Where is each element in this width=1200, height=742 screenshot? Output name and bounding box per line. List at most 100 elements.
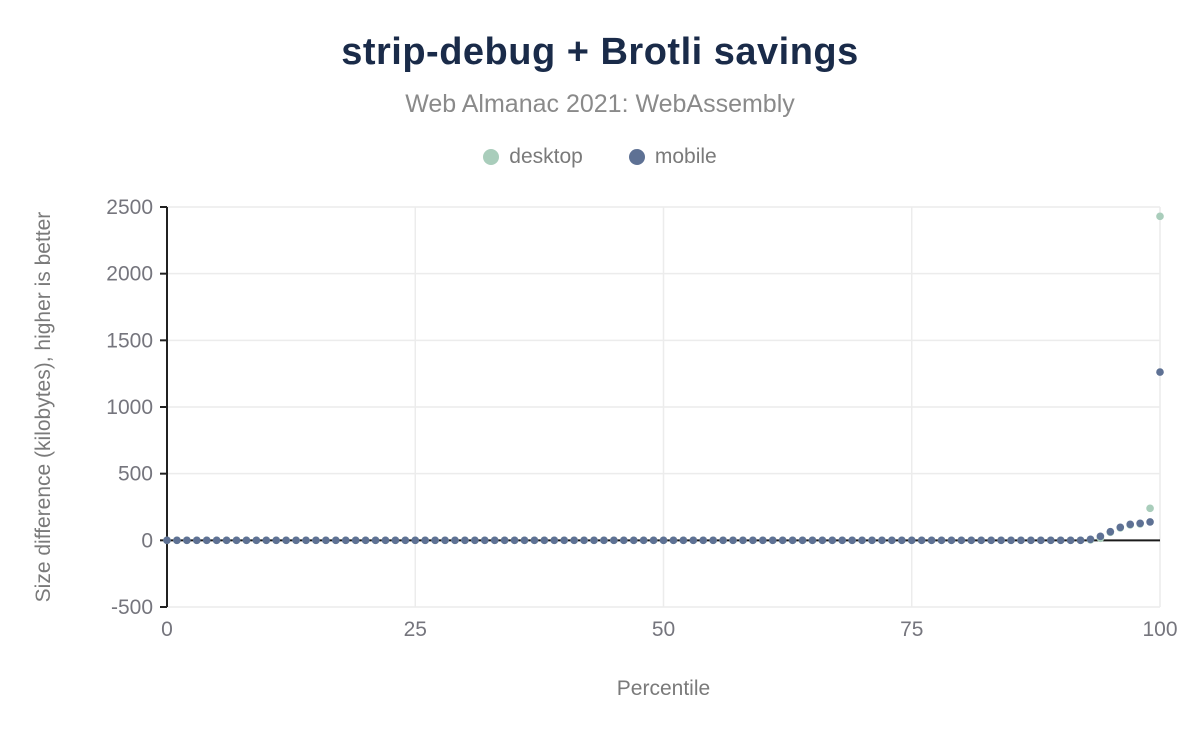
data-point-mobile[interactable] xyxy=(461,536,469,545)
data-point-mobile[interactable] xyxy=(272,536,281,545)
data-point-mobile[interactable] xyxy=(1146,518,1154,526)
data-point-mobile[interactable] xyxy=(739,536,747,545)
data-point-mobile[interactable] xyxy=(1046,536,1055,545)
data-point-mobile[interactable] xyxy=(937,536,946,545)
data-point-mobile[interactable] xyxy=(391,536,400,545)
data-point-mobile[interactable] xyxy=(659,536,668,545)
data-point-mobile[interactable] xyxy=(917,536,926,545)
data-point-mobile[interactable] xyxy=(828,536,837,545)
data-point-mobile[interactable] xyxy=(510,536,519,545)
data-point-mobile[interactable] xyxy=(967,536,976,545)
data-point-mobile[interactable] xyxy=(788,536,797,545)
data-point-mobile[interactable] xyxy=(401,536,410,545)
data-point-mobile[interactable] xyxy=(868,536,876,545)
data-point-mobile[interactable] xyxy=(1017,536,1025,545)
data-point-mobile[interactable] xyxy=(679,536,688,545)
data-point-mobile[interactable] xyxy=(977,536,986,545)
data-point-mobile[interactable] xyxy=(1076,536,1085,545)
data-point-desktop[interactable] xyxy=(1146,504,1154,513)
data-point-mobile[interactable] xyxy=(1027,536,1035,545)
data-point-mobile[interactable] xyxy=(768,536,777,545)
data-point-mobile[interactable] xyxy=(411,536,420,545)
data-point-mobile[interactable] xyxy=(888,536,896,545)
data-point-mobile[interactable] xyxy=(580,536,588,545)
data-point-mobile[interactable] xyxy=(1007,536,1015,545)
data-point-mobile[interactable] xyxy=(749,536,757,545)
data-point-mobile[interactable] xyxy=(202,536,211,545)
data-point-mobile[interactable] xyxy=(173,536,181,545)
data-point-mobile[interactable] xyxy=(421,536,429,545)
data-point-mobile[interactable] xyxy=(610,536,618,545)
data-point-mobile[interactable] xyxy=(163,536,171,545)
data-point-mobile[interactable] xyxy=(500,536,509,545)
data-point-desktop[interactable] xyxy=(1156,212,1164,221)
data-point-mobile[interactable] xyxy=(699,536,708,545)
data-point-mobile[interactable] xyxy=(1116,523,1125,532)
data-point-mobile[interactable] xyxy=(302,536,310,545)
data-point-mobile[interactable] xyxy=(759,536,767,545)
data-point-mobile[interactable] xyxy=(361,536,370,545)
data-point-mobile[interactable] xyxy=(858,536,866,545)
data-point-mobile[interactable] xyxy=(590,536,598,545)
data-point-mobile[interactable] xyxy=(282,536,290,545)
data-point-mobile[interactable] xyxy=(192,536,201,545)
data-point-mobile[interactable] xyxy=(689,536,698,545)
data-point-mobile[interactable] xyxy=(619,536,628,545)
data-point-mobile[interactable] xyxy=(371,536,380,545)
data-point-mobile[interactable] xyxy=(292,536,300,545)
data-point-mobile[interactable] xyxy=(550,536,559,545)
data-point-mobile[interactable] xyxy=(570,536,578,545)
data-point-mobile[interactable] xyxy=(351,536,360,545)
data-point-mobile[interactable] xyxy=(242,536,251,545)
data-point-mobile[interactable] xyxy=(987,536,995,545)
data-point-mobile[interactable] xyxy=(600,536,608,545)
legend-item-desktop[interactable]: desktop xyxy=(483,145,583,169)
data-point-mobile[interactable] xyxy=(431,536,439,545)
data-point-mobile[interactable] xyxy=(322,536,330,545)
data-point-mobile[interactable] xyxy=(878,536,886,545)
data-point-mobile[interactable] xyxy=(441,536,449,545)
data-point-mobile[interactable] xyxy=(183,536,191,545)
data-point-mobile[interactable] xyxy=(669,536,678,545)
data-point-mobile[interactable] xyxy=(222,536,231,545)
data-point-mobile[interactable] xyxy=(520,536,529,545)
data-point-mobile[interactable] xyxy=(709,536,717,545)
data-point-mobile[interactable] xyxy=(1096,532,1105,541)
data-point-mobile[interactable] xyxy=(1136,519,1144,528)
data-point-mobile[interactable] xyxy=(1156,368,1164,376)
data-point-mobile[interactable] xyxy=(490,536,499,545)
data-point-mobile[interactable] xyxy=(212,536,221,545)
data-point-mobile[interactable] xyxy=(818,536,827,545)
data-point-mobile[interactable] xyxy=(530,536,539,545)
data-point-mobile[interactable] xyxy=(907,536,916,545)
data-point-mobile[interactable] xyxy=(560,536,568,545)
data-point-mobile[interactable] xyxy=(252,536,261,545)
data-point-mobile[interactable] xyxy=(1037,536,1045,545)
data-point-mobile[interactable] xyxy=(997,536,1005,545)
data-point-mobile[interactable] xyxy=(778,536,787,545)
data-point-mobile[interactable] xyxy=(341,536,350,545)
data-point-mobile[interactable] xyxy=(957,536,966,545)
data-point-mobile[interactable] xyxy=(649,536,658,545)
data-point-mobile[interactable] xyxy=(947,536,956,545)
data-point-mobile[interactable] xyxy=(540,536,549,545)
data-point-mobile[interactable] xyxy=(927,536,936,545)
data-point-mobile[interactable] xyxy=(1056,536,1065,545)
data-point-mobile[interactable] xyxy=(332,536,340,545)
data-point-mobile[interactable] xyxy=(471,536,479,545)
data-point-mobile[interactable] xyxy=(719,536,727,545)
data-point-mobile[interactable] xyxy=(1126,520,1135,529)
data-point-mobile[interactable] xyxy=(1066,536,1075,545)
data-point-mobile[interactable] xyxy=(848,536,856,545)
data-point-mobile[interactable] xyxy=(232,536,241,545)
data-point-mobile[interactable] xyxy=(262,536,271,545)
data-point-mobile[interactable] xyxy=(480,536,489,545)
data-point-mobile[interactable] xyxy=(898,536,906,545)
data-point-mobile[interactable] xyxy=(798,536,807,545)
legend-item-mobile[interactable]: mobile xyxy=(628,145,717,169)
data-point-mobile[interactable] xyxy=(838,536,847,545)
data-point-mobile[interactable] xyxy=(312,536,320,545)
data-point-mobile[interactable] xyxy=(639,536,648,545)
data-point-mobile[interactable] xyxy=(729,536,737,545)
data-point-mobile[interactable] xyxy=(451,536,459,545)
